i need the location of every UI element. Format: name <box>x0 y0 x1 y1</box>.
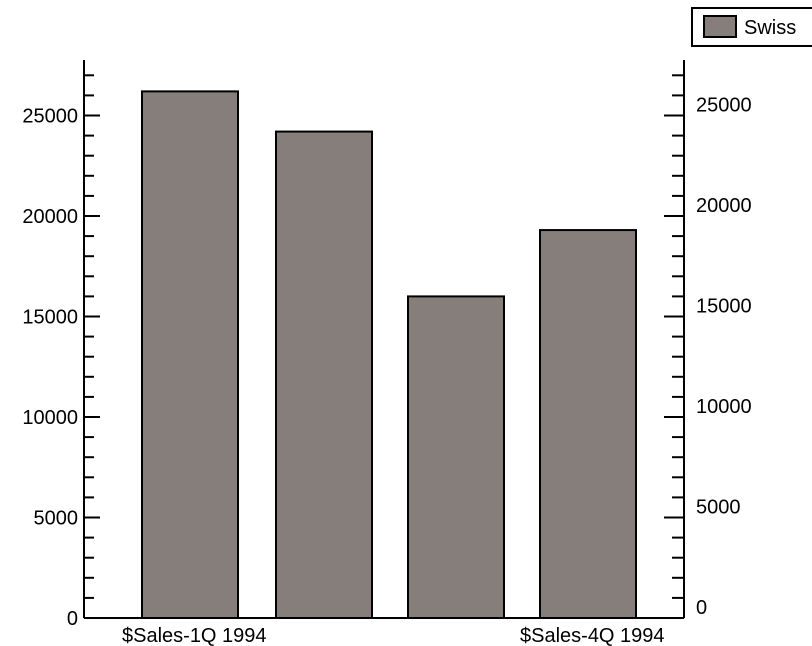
x-tick-label-first: $Sales-1Q 1994 <box>122 625 267 646</box>
right-tick-label: 10000 <box>696 396 752 418</box>
legend-label: Swiss <box>744 17 796 39</box>
right-tick-label: 0 <box>696 597 707 619</box>
left-tick-label: 25000 <box>22 106 78 128</box>
left-tick-label: 20000 <box>22 206 78 228</box>
bar-group <box>141 90 637 620</box>
left-axis: 0 5000 10000 15000 20000 25000 <box>22 74 100 630</box>
left-tick-label: 15000 <box>22 307 78 329</box>
left-tick-label: 5000 <box>34 508 79 530</box>
x-tick-label-last: $Sales-4Q 1994 <box>520 625 665 646</box>
bar-2 <box>275 130 373 620</box>
bar-4 <box>539 229 637 619</box>
bar-3 <box>407 295 505 619</box>
legend: Swiss <box>691 7 812 47</box>
right-tick-label: 5000 <box>696 497 741 519</box>
bar-1 <box>141 90 239 619</box>
right-tick-label: 25000 <box>696 95 752 117</box>
left-tick-label: 0 <box>67 608 78 630</box>
right-axis: 0 5000 10000 15000 20000 25000 <box>664 74 752 619</box>
right-tick-label: 15000 <box>696 296 752 318</box>
legend-swatch <box>703 15 737 38</box>
right-tick-label: 20000 <box>696 195 752 217</box>
left-tick-label: 10000 <box>22 407 78 429</box>
